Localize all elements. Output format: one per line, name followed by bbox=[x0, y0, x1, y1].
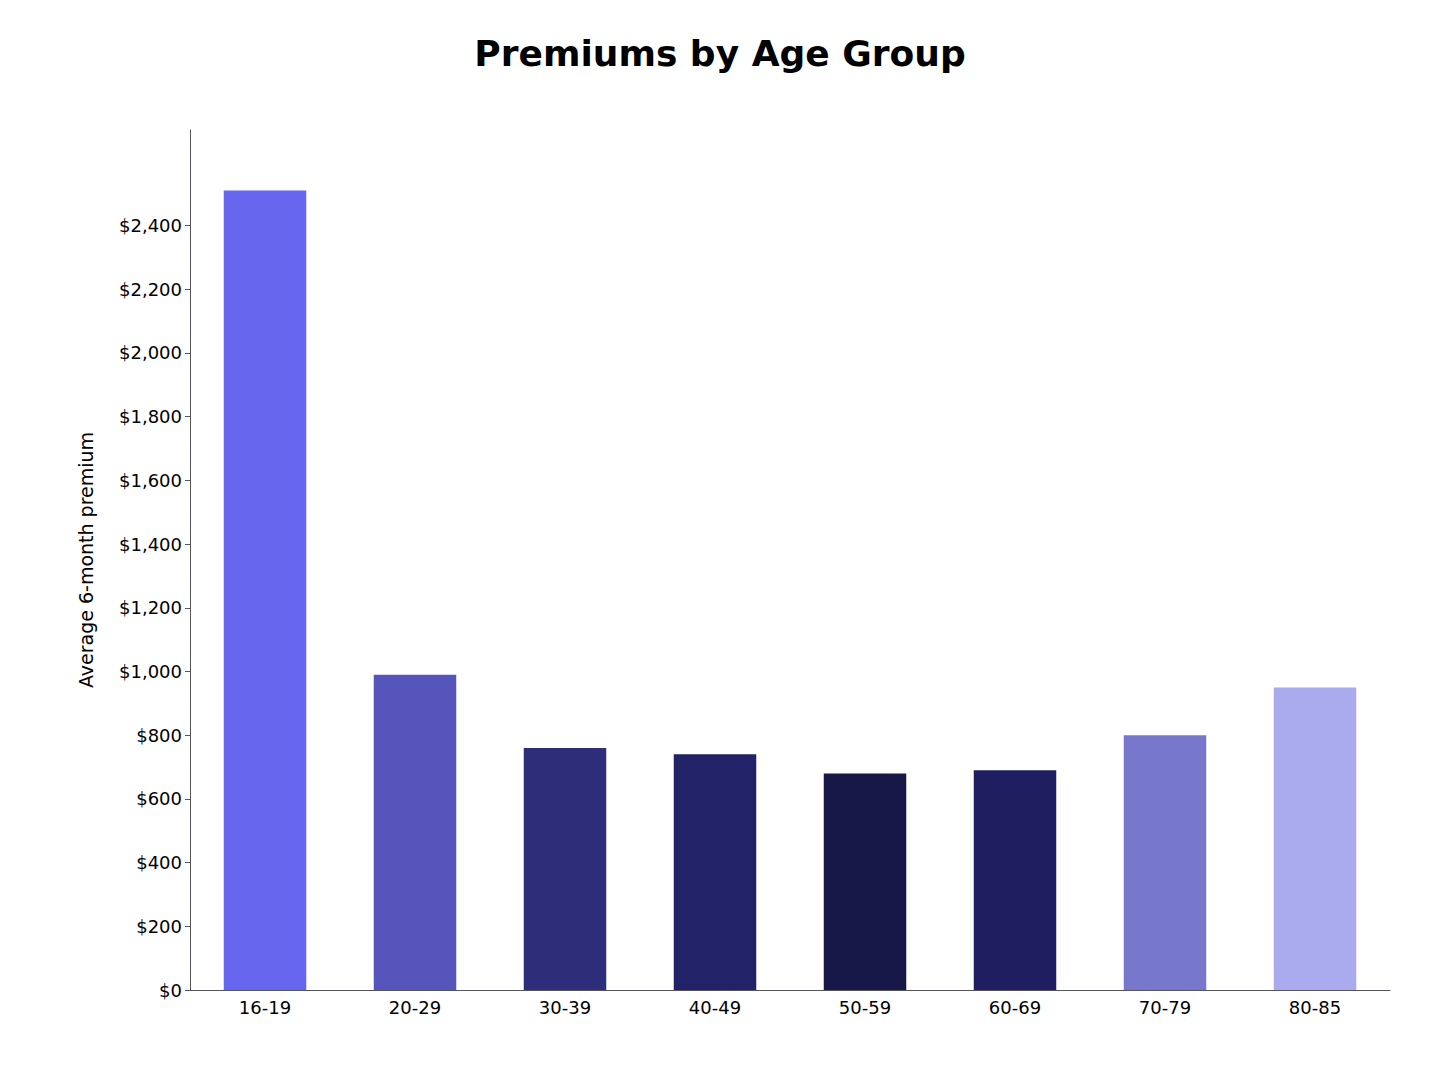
svg-text:50-59: 50-59 bbox=[839, 997, 891, 1018]
svg-text:$2,200: $2,200 bbox=[119, 279, 182, 300]
svg-text:$800: $800 bbox=[136, 725, 182, 746]
svg-text:$1,800: $1,800 bbox=[119, 406, 182, 427]
svg-text:Premiums by Age Group: Premiums by Age Group bbox=[474, 33, 965, 74]
svg-text:$1,400: $1,400 bbox=[119, 534, 182, 555]
svg-text:Average 6-month premium: Average 6-month premium bbox=[75, 432, 97, 688]
svg-text:$200: $200 bbox=[136, 916, 182, 937]
svg-text:$2,000: $2,000 bbox=[119, 342, 182, 363]
svg-text:60-69: 60-69 bbox=[989, 997, 1041, 1018]
svg-text:$600: $600 bbox=[136, 788, 182, 809]
svg-text:16-19: 16-19 bbox=[239, 997, 291, 1018]
svg-text:$1,000: $1,000 bbox=[119, 661, 182, 682]
svg-text:$0: $0 bbox=[159, 980, 182, 1001]
svg-text:40-49: 40-49 bbox=[689, 997, 741, 1018]
svg-text:$400: $400 bbox=[136, 852, 182, 873]
svg-text:$1,200: $1,200 bbox=[119, 597, 182, 618]
svg-text:30-39: 30-39 bbox=[539, 997, 591, 1018]
svg-text:$2,400: $2,400 bbox=[119, 215, 182, 236]
svg-text:$1,600: $1,600 bbox=[119, 470, 182, 491]
svg-text:20-29: 20-29 bbox=[389, 997, 441, 1018]
svg-text:80-85: 80-85 bbox=[1289, 997, 1341, 1018]
svg-text:70-79: 70-79 bbox=[1139, 997, 1191, 1018]
